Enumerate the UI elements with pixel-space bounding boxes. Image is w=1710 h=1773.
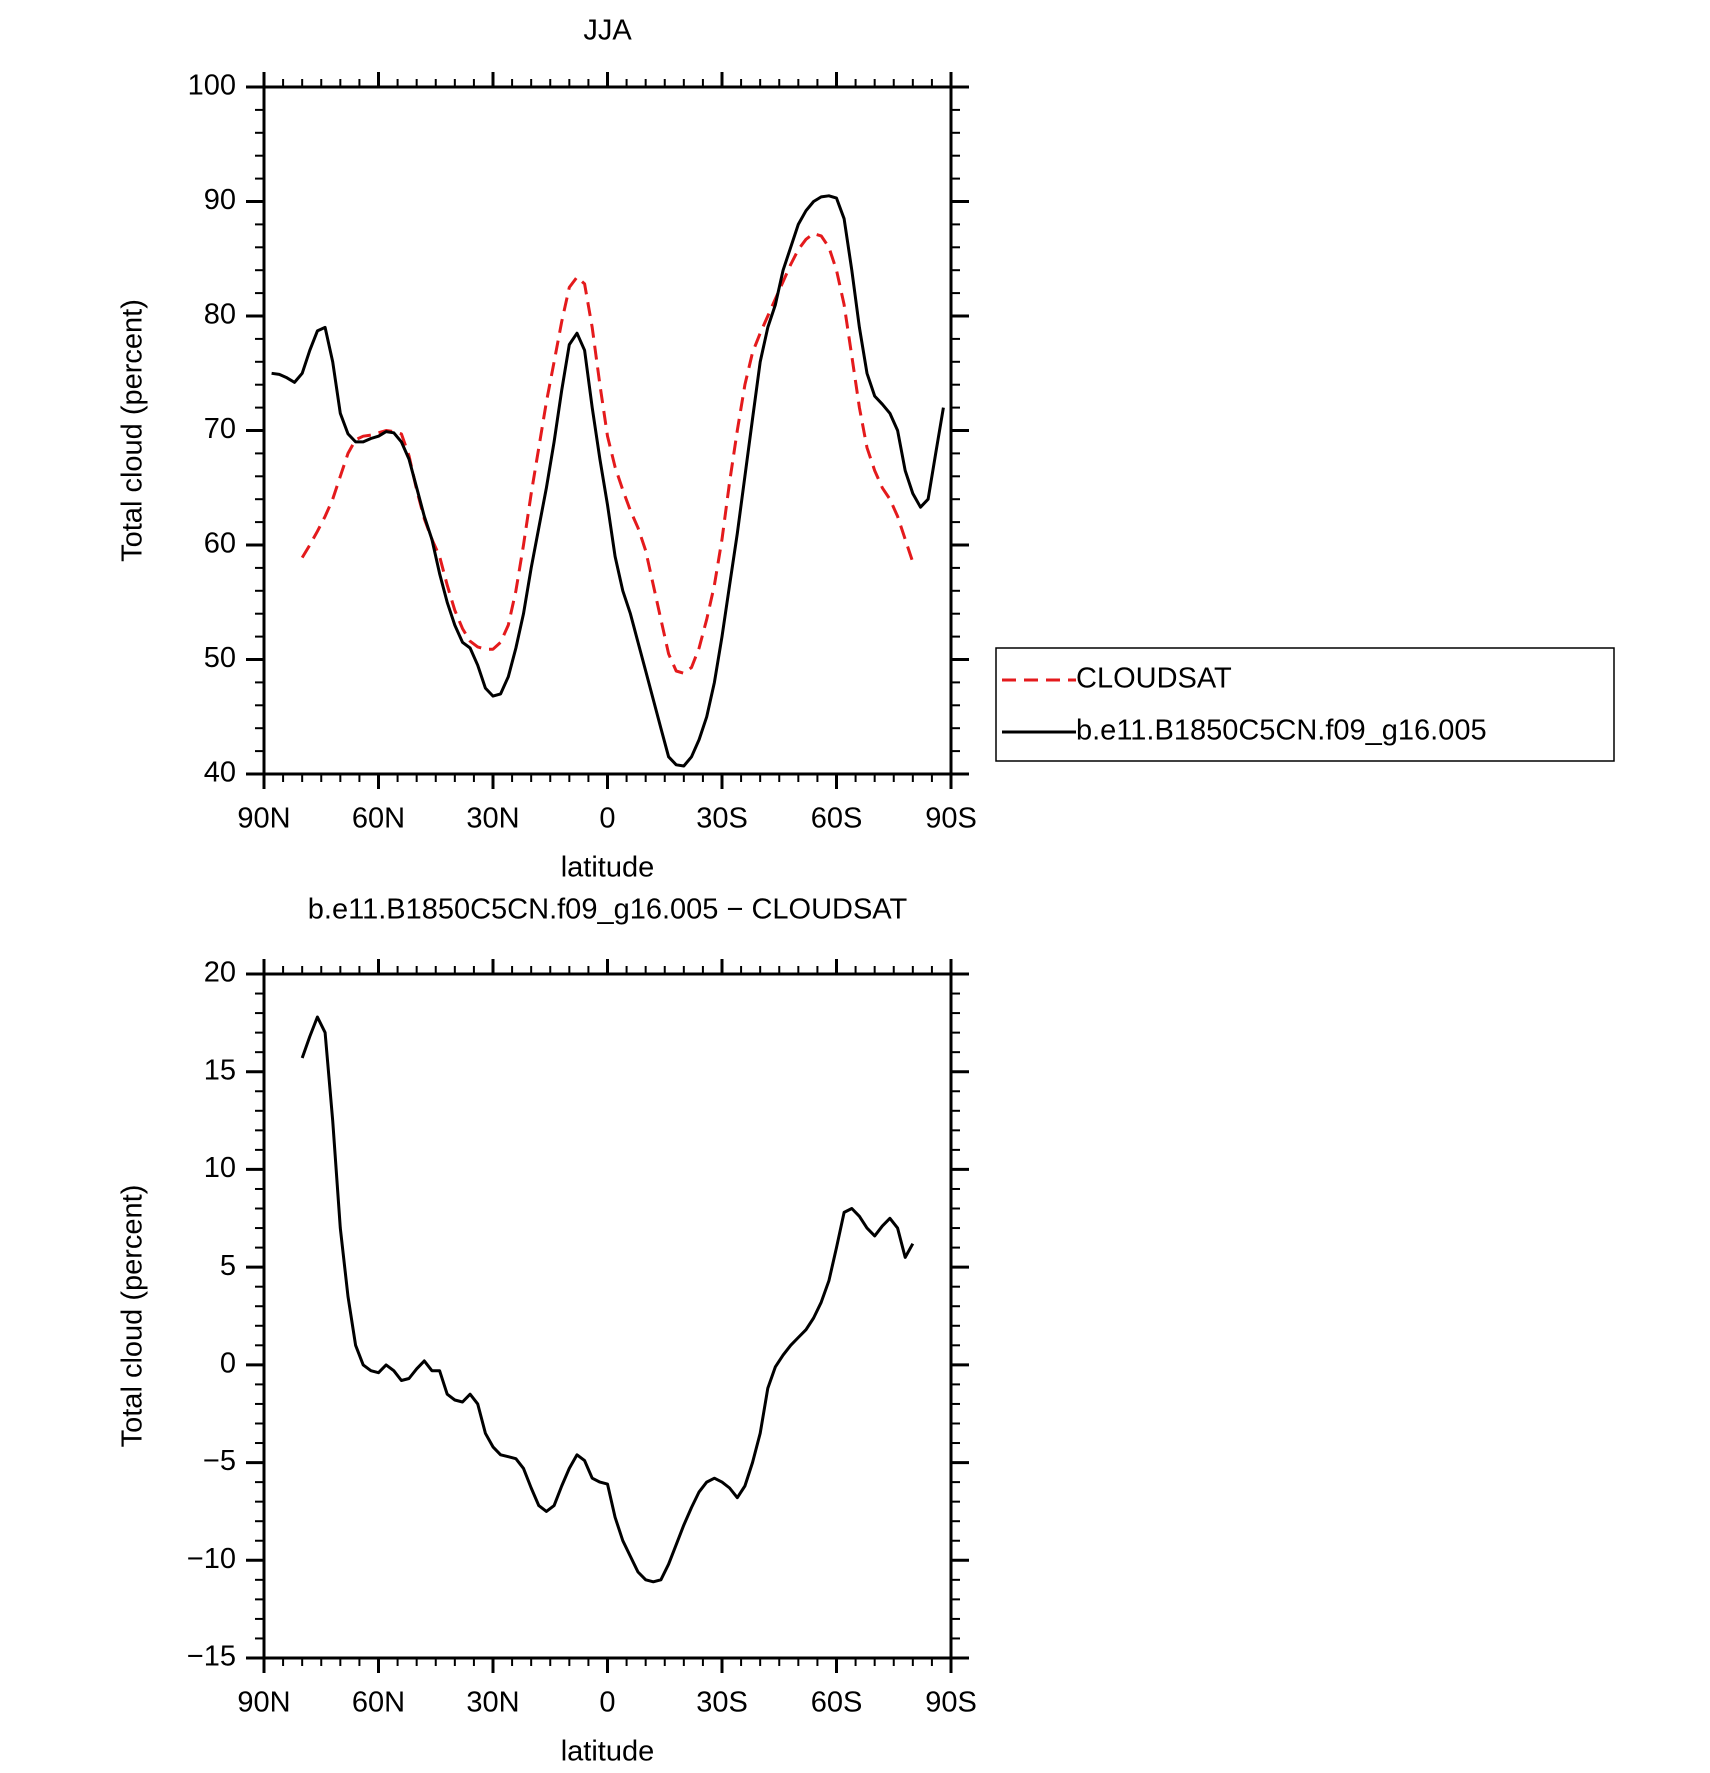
- x-tick-label: 0: [599, 803, 615, 835]
- x-tick-label: 0: [599, 1687, 615, 1719]
- y-tick-label: 10: [204, 1152, 236, 1184]
- y-tick-label: −5: [203, 1445, 236, 1477]
- chart-title: b.e11.B1850C5CN.f09_g16.005 − CLOUDSAT: [308, 894, 908, 926]
- x-tick-label: 30N: [466, 803, 519, 835]
- y-tick-label: 80: [204, 299, 236, 331]
- y-axis-label: Total cloud (percent): [117, 299, 149, 562]
- x-tick-label: 30S: [696, 803, 748, 835]
- x-tick-label: 90S: [925, 1687, 977, 1719]
- y-tick-label: 15: [204, 1054, 236, 1086]
- y-tick-label: 0: [220, 1348, 236, 1380]
- x-tick-label: 30S: [696, 1687, 748, 1719]
- x-tick-label: 90S: [925, 803, 977, 835]
- y-tick-label: 20: [204, 957, 236, 989]
- y-tick-label: 5: [220, 1250, 236, 1282]
- y-tick-label: 100: [188, 70, 236, 102]
- legend-label: CLOUDSAT: [1076, 663, 1232, 695]
- plot-frame: [262, 85, 953, 776]
- data-line: [300, 232, 915, 675]
- x-tick-label: 60S: [811, 1687, 863, 1719]
- y-tick-label: 60: [204, 528, 236, 560]
- x-tick-label: 30N: [466, 1687, 519, 1719]
- legend-box: [995, 647, 1615, 762]
- y-axis-label: Total cloud (percent): [117, 1185, 149, 1448]
- y-tick-label: −15: [187, 1641, 236, 1673]
- y-tick-label: 90: [204, 184, 236, 216]
- x-tick-label: 60S: [811, 803, 863, 835]
- y-tick-label: 50: [204, 642, 236, 674]
- y-tick-label: 70: [204, 413, 236, 445]
- data-line: [271, 194, 945, 768]
- x-tick-label: 90N: [237, 1687, 290, 1719]
- legend-label: b.e11.B1850C5CN.f09_g16.005: [1076, 715, 1487, 747]
- x-axis-label: latitude: [561, 852, 655, 884]
- x-tick-label: 60N: [352, 1687, 405, 1719]
- plot-frame: [262, 972, 953, 1660]
- data-line: [300, 1015, 915, 1584]
- x-axis-label: latitude: [561, 1736, 655, 1768]
- y-tick-label: −10: [187, 1543, 236, 1575]
- x-tick-label: 90N: [237, 803, 290, 835]
- x-tick-label: 60N: [352, 803, 405, 835]
- y-tick-label: 40: [204, 757, 236, 789]
- chart-title: JJA: [583, 15, 632, 47]
